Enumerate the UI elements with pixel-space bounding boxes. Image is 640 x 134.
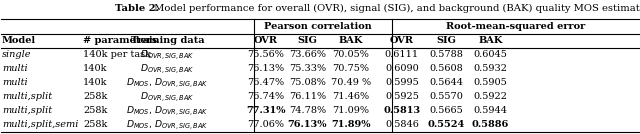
Text: 0.5524: 0.5524 xyxy=(428,120,465,129)
Text: SIG: SIG xyxy=(297,36,317,45)
Text: Table 2.: Table 2. xyxy=(115,4,159,13)
Text: 0.5995: 0.5995 xyxy=(385,78,419,87)
Text: SIG: SIG xyxy=(436,36,456,45)
Text: 0.5886: 0.5886 xyxy=(472,120,509,129)
Text: 76.47%: 76.47% xyxy=(247,78,284,87)
Text: 70.49 %: 70.49 % xyxy=(331,78,371,87)
Text: 0.6111: 0.6111 xyxy=(385,50,419,59)
Text: 71.09%: 71.09% xyxy=(332,106,369,115)
Text: 0.5788: 0.5788 xyxy=(429,50,463,59)
Text: 0.5846: 0.5846 xyxy=(385,120,419,129)
Text: 0.5932: 0.5932 xyxy=(473,64,508,73)
Text: 0.5570: 0.5570 xyxy=(429,92,463,101)
Text: 258k: 258k xyxy=(83,92,108,101)
Text: Model performance for overall (OVR), signal (SIG), and background (BAK) quality : Model performance for overall (OVR), sig… xyxy=(151,4,640,13)
Text: OVR: OVR xyxy=(390,36,414,45)
Text: 73.66%: 73.66% xyxy=(289,50,326,59)
Text: 76.13%: 76.13% xyxy=(287,120,327,129)
Text: 76.13%: 76.13% xyxy=(247,64,284,73)
Text: 0.5665: 0.5665 xyxy=(429,106,463,115)
Text: 0.5813: 0.5813 xyxy=(383,106,420,115)
Text: 77.31%: 77.31% xyxy=(246,106,285,115)
Text: 71.46%: 71.46% xyxy=(332,92,369,101)
Text: 140k per task: 140k per task xyxy=(83,50,151,59)
Text: OVR: OVR xyxy=(253,36,278,45)
Text: 0.5608: 0.5608 xyxy=(429,64,463,73)
Text: 71.89%: 71.89% xyxy=(331,120,371,129)
Text: BAK: BAK xyxy=(339,36,363,45)
Text: multi: multi xyxy=(2,78,28,87)
Text: Model: Model xyxy=(2,36,36,45)
Text: multi,split: multi,split xyxy=(2,106,52,115)
Text: 258k: 258k xyxy=(83,120,108,129)
Text: 0.6090: 0.6090 xyxy=(385,64,419,73)
Text: $\mathit{D}_{\mathit{MOS}}$, $\mathit{D}_{\mathit{OVR,SIG,BAK}}$: $\mathit{D}_{\mathit{MOS}}$, $\mathit{D}… xyxy=(127,118,209,132)
Text: 0.5925: 0.5925 xyxy=(385,92,419,101)
Text: 0.6045: 0.6045 xyxy=(474,50,507,59)
Text: $\mathit{D}_{\mathit{MOS}}$, $\mathit{D}_{\mathit{OVR,SIG,BAK}}$: $\mathit{D}_{\mathit{MOS}}$, $\mathit{D}… xyxy=(127,104,209,118)
Text: 0.5944: 0.5944 xyxy=(473,106,508,115)
Text: 0.5905: 0.5905 xyxy=(474,78,507,87)
Text: 0.5922: 0.5922 xyxy=(473,92,508,101)
Text: 75.56%: 75.56% xyxy=(247,50,284,59)
Text: 77.06%: 77.06% xyxy=(247,120,284,129)
Text: $\mathit{D}_{\mathit{OVR,SIG,BAK}}$: $\mathit{D}_{\mathit{OVR,SIG,BAK}}$ xyxy=(141,48,195,62)
Text: # parameters: # parameters xyxy=(83,36,157,45)
Text: multi,split: multi,split xyxy=(2,92,52,101)
Text: 74.78%: 74.78% xyxy=(289,106,326,115)
Text: 76.74%: 76.74% xyxy=(247,92,284,101)
Text: Root-mean-squared error: Root-mean-squared error xyxy=(446,22,586,31)
Text: Training data: Training data xyxy=(131,36,205,45)
Text: 140k: 140k xyxy=(83,78,108,87)
Text: BAK: BAK xyxy=(478,36,502,45)
Text: multi,split,semi: multi,split,semi xyxy=(2,120,78,129)
Text: 70.75%: 70.75% xyxy=(332,64,369,73)
Text: 70.05%: 70.05% xyxy=(332,50,369,59)
Text: 140k: 140k xyxy=(83,64,108,73)
Text: 75.33%: 75.33% xyxy=(289,64,326,73)
Text: single: single xyxy=(2,50,31,59)
Text: 75.08%: 75.08% xyxy=(289,78,326,87)
Text: Pearson correlation: Pearson correlation xyxy=(264,22,372,31)
Text: 76.11%: 76.11% xyxy=(289,92,326,101)
Text: 258k: 258k xyxy=(83,106,108,115)
Text: $\mathit{D}_{\mathit{OVR,SIG,BAK}}$: $\mathit{D}_{\mathit{OVR,SIG,BAK}}$ xyxy=(141,90,195,104)
Text: multi: multi xyxy=(2,64,28,73)
Text: $\mathit{D}_{\mathit{OVR,SIG,BAK}}$: $\mathit{D}_{\mathit{OVR,SIG,BAK}}$ xyxy=(141,62,195,76)
Text: $\mathit{D}_{\mathit{MOS}}$, $\mathit{D}_{\mathit{OVR,SIG,BAK}}$: $\mathit{D}_{\mathit{MOS}}$, $\mathit{D}… xyxy=(127,76,209,90)
Text: 0.5644: 0.5644 xyxy=(429,78,463,87)
